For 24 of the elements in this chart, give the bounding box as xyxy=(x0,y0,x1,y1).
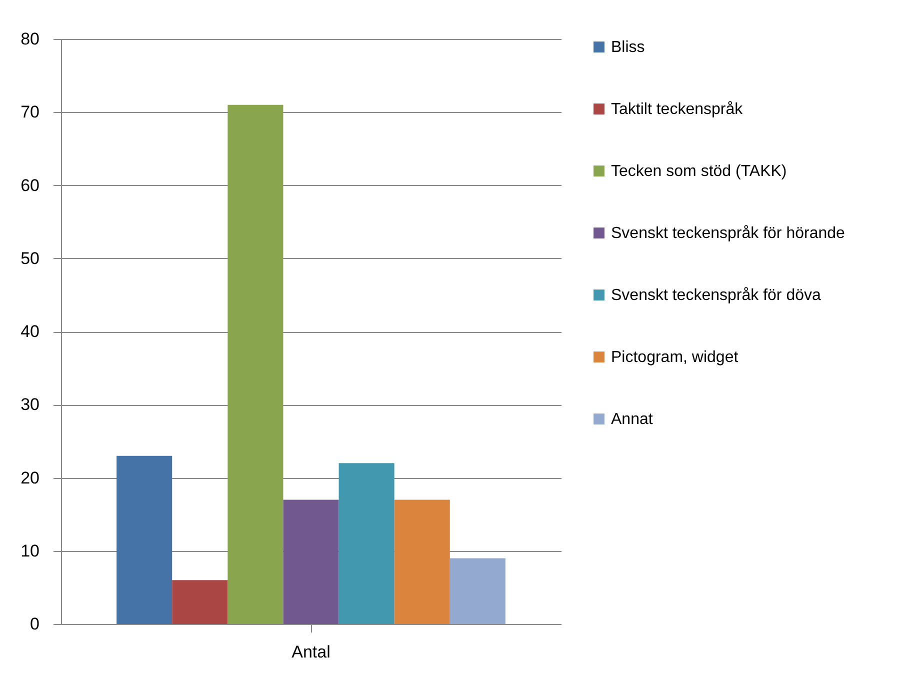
y-tick-label: 60 xyxy=(20,176,40,195)
x-tick-label: Antal xyxy=(292,642,330,662)
bar xyxy=(172,580,228,624)
y-tick-label: 80 xyxy=(20,30,40,48)
y-tick-label: 10 xyxy=(20,541,40,560)
legend-label: Tecken som stöd (TAKK) xyxy=(611,163,787,180)
legend-label: Annat xyxy=(611,411,654,428)
bar xyxy=(283,500,339,624)
bar xyxy=(338,463,394,624)
bar xyxy=(394,500,450,624)
legend-label: Bliss xyxy=(611,39,645,56)
y-tick-label: 30 xyxy=(20,395,40,414)
y-tick-label: 70 xyxy=(20,102,40,122)
legend-label: Taktilt teckenspråk xyxy=(611,101,744,118)
y-tick-label: 20 xyxy=(20,468,40,488)
bar xyxy=(116,456,172,624)
legend-label: Svenskt teckenspråk för hörande xyxy=(611,225,846,242)
y-tick-label: 40 xyxy=(20,322,40,341)
legend-label: Pictogram, widget xyxy=(611,349,739,366)
y-tick-label: 50 xyxy=(20,248,40,268)
y-tick-label: 0 xyxy=(30,614,40,634)
bar xyxy=(228,104,284,624)
legend-label: Svenskt teckenspråk för döva xyxy=(611,287,821,304)
bar xyxy=(450,558,506,624)
